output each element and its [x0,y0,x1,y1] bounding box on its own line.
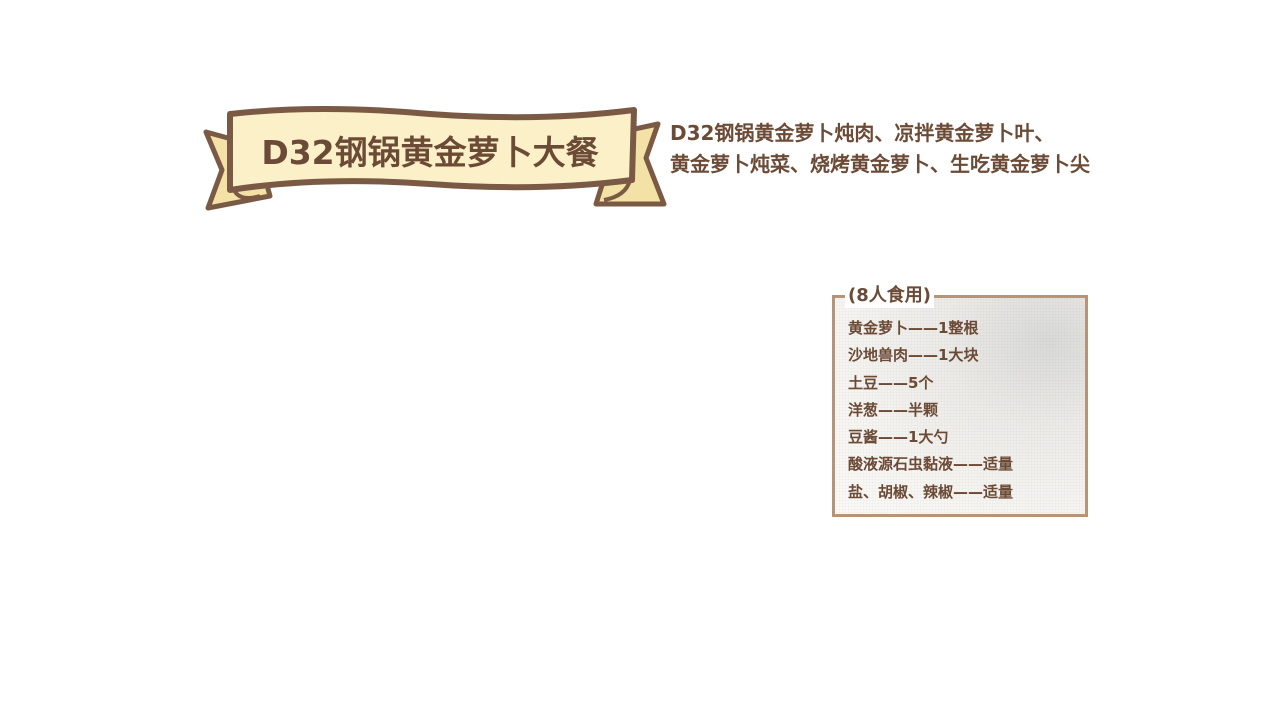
ingredient-list: 黄金萝卜——1整根 沙地兽肉——1大块 土豆——5个 洋葱——半颗 豆酱——1大… [848,315,1078,506]
ingredient-item: 土豆——5个 [848,373,934,392]
ingredient-item: 酸液源石虫黏液——适量 [848,455,1014,474]
dish-list: D32钢锅黄金萝卜炖肉、凉拌黄金萝卜叶、 黄金萝卜炖菜、烧烤黄金萝卜、生吃黄金萝… [670,118,1230,180]
ingredient-item: 豆酱——1大勺 [848,428,949,447]
recipe-card [832,295,1088,517]
ingredient-item: 洋葱——半颗 [848,400,939,419]
dish-list-line: D32钢锅黄金萝卜炖肉、凉拌黄金萝卜叶、 [670,121,1055,145]
ribbon-banner-icon [203,106,667,211]
title-banner: D32钢锅黄金萝卜大餐 [200,100,670,215]
dish-list-line: 黄金萝卜炖菜、烧烤黄金萝卜、生吃黄金萝卜尖 [670,152,1090,176]
servings-label: (8人食用) [845,284,934,308]
ingredient-item: 沙地兽肉——1大块 [848,346,979,365]
banner-title: D32钢锅黄金萝卜大餐 [261,133,599,172]
ingredient-item: 黄金萝卜——1整根 [848,319,979,337]
ingredient-item: 盐、胡椒、辣椒——适量 [848,482,1014,501]
